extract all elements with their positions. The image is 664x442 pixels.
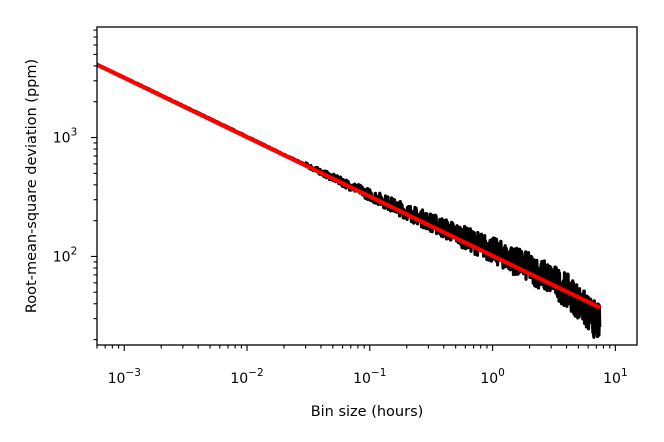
- x-tick-label: 101: [603, 367, 628, 387]
- y-axis: 102 103: [53, 29, 97, 341]
- x-tick-label: 10−2: [230, 367, 263, 387]
- series-group: [97, 62, 602, 339]
- x-axis: 10−3 10−2 10−1 100 101: [96, 345, 628, 387]
- x-axis-title: Bin size (hours): [311, 404, 424, 420]
- y-tick-label: 102: [53, 245, 78, 265]
- measured-rms-line: [97, 62, 602, 339]
- y-tick-label: 103: [53, 127, 78, 147]
- x-tick-label: 100: [480, 367, 505, 387]
- x-tick-label: 10−1: [353, 367, 386, 387]
- axes-frame: [96, 26, 638, 346]
- x-tick-label: 10−3: [108, 367, 141, 387]
- white-noise-model-line: [97, 62, 601, 310]
- y-axis-title: Root-mean-square deviation (ppm): [24, 59, 40, 313]
